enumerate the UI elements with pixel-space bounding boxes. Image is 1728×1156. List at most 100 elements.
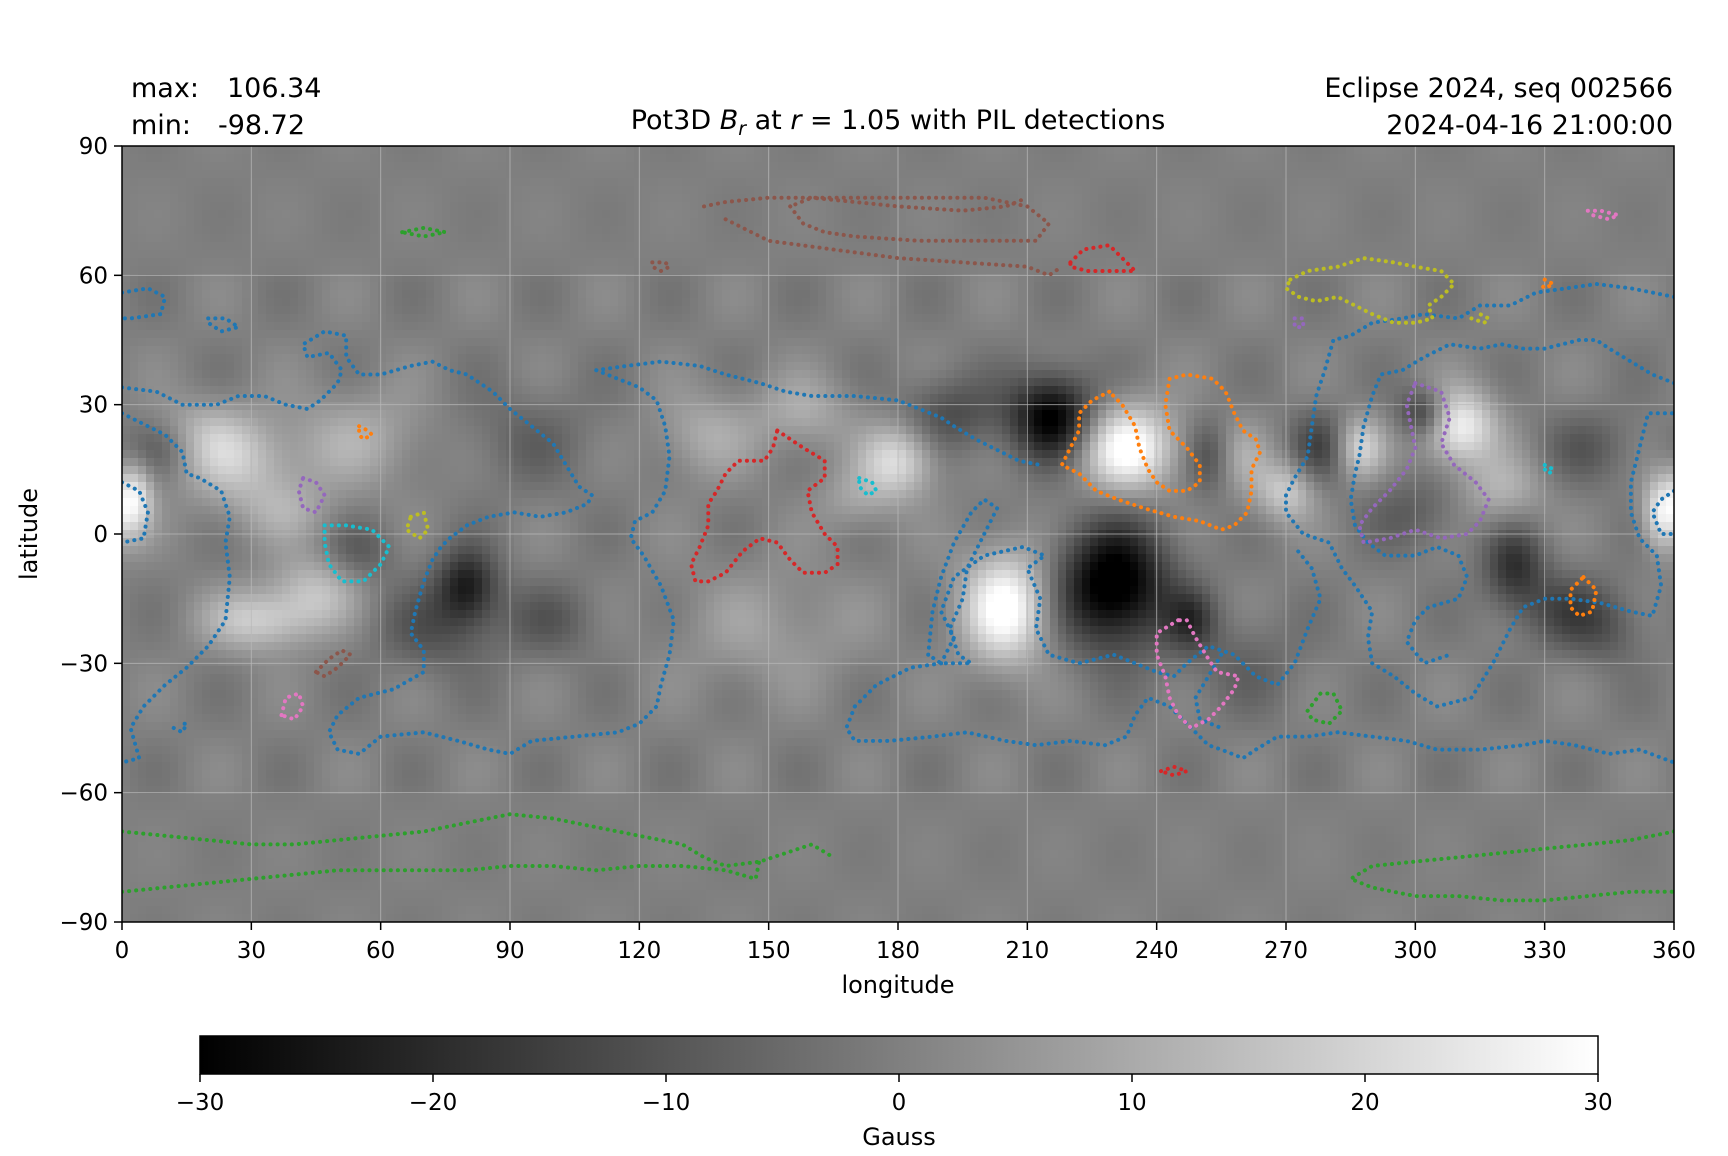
field-cell — [1370, 170, 1379, 179]
field-cell — [770, 146, 779, 155]
field-cell — [1338, 202, 1347, 211]
field-cell — [514, 306, 523, 315]
field-cell — [450, 178, 459, 187]
field-cell — [994, 338, 1003, 347]
field-cell — [1626, 338, 1635, 347]
field-cell — [938, 218, 947, 227]
field-cell — [1642, 146, 1651, 155]
field-cell — [658, 314, 667, 323]
field-cell — [674, 266, 683, 275]
field-cell — [1250, 258, 1259, 267]
field-cell — [1146, 322, 1155, 331]
field-cell — [474, 234, 483, 243]
field-cell — [1354, 170, 1363, 179]
field-cell — [274, 338, 283, 347]
field-cell — [994, 170, 1003, 179]
field-cell — [1330, 202, 1339, 211]
field-cell — [626, 258, 635, 267]
field-cell — [322, 218, 331, 227]
field-cell — [154, 234, 163, 243]
field-cell — [1346, 266, 1355, 275]
field-cell — [1514, 258, 1523, 267]
field-cell — [1658, 218, 1667, 227]
field-cell — [730, 306, 739, 315]
field-cell — [410, 258, 419, 267]
field-cell — [1450, 258, 1459, 267]
field-cell — [706, 242, 715, 251]
field-cell — [1362, 338, 1371, 347]
field-cell — [970, 178, 979, 187]
field-cell — [682, 154, 691, 163]
field-cell — [1474, 234, 1483, 243]
field-cell — [1386, 178, 1395, 187]
field-cell — [1530, 266, 1539, 275]
field-cell — [682, 194, 691, 203]
field-cell — [1546, 154, 1555, 163]
field-cell — [946, 146, 955, 155]
field-cell — [1154, 258, 1163, 267]
field-cell — [1394, 210, 1403, 219]
field-cell — [1402, 234, 1411, 243]
field-cell — [386, 202, 395, 211]
field-cell — [650, 314, 659, 323]
field-cell — [778, 282, 787, 291]
field-cell — [122, 154, 131, 163]
field-cell — [1322, 314, 1331, 323]
field-cell — [1386, 146, 1395, 155]
field-cell — [170, 210, 179, 219]
field-cell — [1298, 202, 1307, 211]
field-cell — [466, 194, 475, 203]
field-cell — [314, 298, 323, 307]
field-cell — [378, 170, 387, 179]
field-cell — [162, 314, 171, 323]
field-cell — [1562, 218, 1571, 227]
field-cell — [1554, 250, 1563, 259]
field-cell — [266, 186, 275, 195]
field-cell — [274, 202, 283, 211]
field-cell — [570, 346, 579, 355]
field-cell — [1234, 178, 1243, 187]
field-cell — [354, 298, 363, 307]
field-cell — [538, 146, 547, 155]
field-cell — [1442, 194, 1451, 203]
field-cell — [866, 226, 875, 235]
field-cell — [1314, 178, 1323, 187]
field-cell — [546, 194, 555, 203]
field-cell — [1514, 314, 1523, 323]
field-cell — [1074, 282, 1083, 291]
field-cell — [1370, 298, 1379, 307]
field-cell — [514, 226, 523, 235]
field-cell — [1146, 146, 1155, 155]
field-cell — [1002, 154, 1011, 163]
field-cell — [1578, 202, 1587, 211]
field-cell — [410, 194, 419, 203]
field-cell — [1442, 170, 1451, 179]
field-cell — [498, 170, 507, 179]
field-cell — [714, 250, 723, 259]
field-cell — [1098, 234, 1107, 243]
field-cell — [242, 202, 251, 211]
field-cell — [1122, 282, 1131, 291]
field-cell — [1154, 226, 1163, 235]
field-cell — [610, 162, 619, 171]
field-cell — [426, 266, 435, 275]
field-cell — [146, 162, 155, 171]
field-cell — [458, 202, 467, 211]
field-cell — [1034, 290, 1043, 299]
field-cell — [282, 314, 291, 323]
field-cell — [946, 322, 955, 331]
field-cell — [1626, 146, 1635, 155]
field-cell — [570, 242, 579, 251]
field-cell — [946, 330, 955, 339]
field-cell — [442, 314, 451, 323]
field-cell — [770, 186, 779, 195]
field-cell — [1002, 146, 1011, 155]
field-cell — [1210, 298, 1219, 307]
field-cell — [842, 298, 851, 307]
field-cell — [1338, 178, 1347, 187]
field-cell — [1562, 266, 1571, 275]
field-cell — [602, 154, 611, 163]
field-cell — [1138, 186, 1147, 195]
field-cell — [514, 298, 523, 307]
field-cell — [1306, 282, 1315, 291]
